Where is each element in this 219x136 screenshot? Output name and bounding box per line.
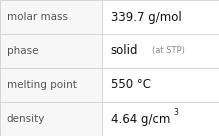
Bar	[102, 68, 219, 102]
Bar	[102, 34, 219, 68]
Bar	[102, 102, 219, 136]
Bar	[0, 68, 102, 102]
Text: molar mass: molar mass	[7, 12, 68, 22]
Text: 550 °C: 550 °C	[111, 78, 151, 92]
Bar	[0, 0, 102, 34]
Text: phase: phase	[7, 46, 38, 56]
Text: (at STP): (at STP)	[152, 47, 185, 55]
Text: solid: solid	[111, 44, 138, 58]
Text: 4.64 g/cm: 4.64 g/cm	[111, 112, 170, 126]
Bar	[0, 34, 102, 68]
Text: 3: 3	[173, 108, 178, 117]
Bar	[0, 102, 102, 136]
Text: 339.7 g/mol: 339.7 g/mol	[111, 10, 181, 24]
Bar	[102, 0, 219, 34]
Text: density: density	[7, 114, 45, 124]
Text: melting point: melting point	[7, 80, 76, 90]
